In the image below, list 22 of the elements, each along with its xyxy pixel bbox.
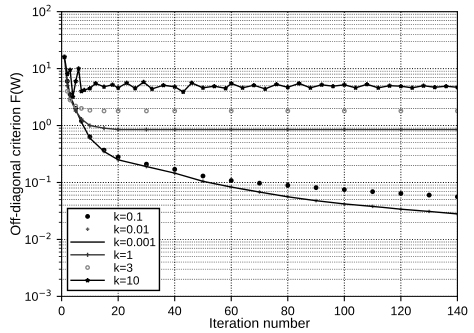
y-tick-label: 10$^{2}$ bbox=[32, 4, 51, 16]
x-tick-label: 100 bbox=[334, 306, 354, 316]
legend-label: k=0.01 bbox=[114, 224, 149, 234]
x-tick-label: 80 bbox=[281, 306, 294, 316]
x-axis-title: Iteration number bbox=[210, 318, 310, 328]
x-tick-label: 140 bbox=[448, 306, 468, 316]
legend-label: k=0.001 bbox=[114, 238, 156, 246]
legend-label: k=10 bbox=[114, 276, 140, 285]
y-tick-label: 10$^{−3}$ bbox=[25, 290, 51, 301]
x-tick-label: 20 bbox=[112, 306, 125, 316]
x-tick-label: 60 bbox=[224, 306, 238, 316]
x-tick-label: 120 bbox=[391, 306, 411, 316]
y-axis-title: Off-diagonal criterion F(W) bbox=[10, 73, 24, 236]
x-tick-label: 40 bbox=[168, 306, 182, 316]
legend-label: k=3 bbox=[114, 263, 132, 272]
x-tick-label: 0 bbox=[58, 306, 65, 316]
y-tick-label: 10$^{1}$ bbox=[32, 62, 51, 74]
y-tick-label: 10$^{0}$ bbox=[32, 118, 51, 130]
y-tick-label: 10$^{−2}$ bbox=[25, 232, 51, 244]
legend-label: k=0.1 bbox=[114, 212, 142, 221]
legend-label: k=1 bbox=[114, 250, 132, 259]
y-tick-label: 10$^{−1}$ bbox=[25, 176, 51, 188]
